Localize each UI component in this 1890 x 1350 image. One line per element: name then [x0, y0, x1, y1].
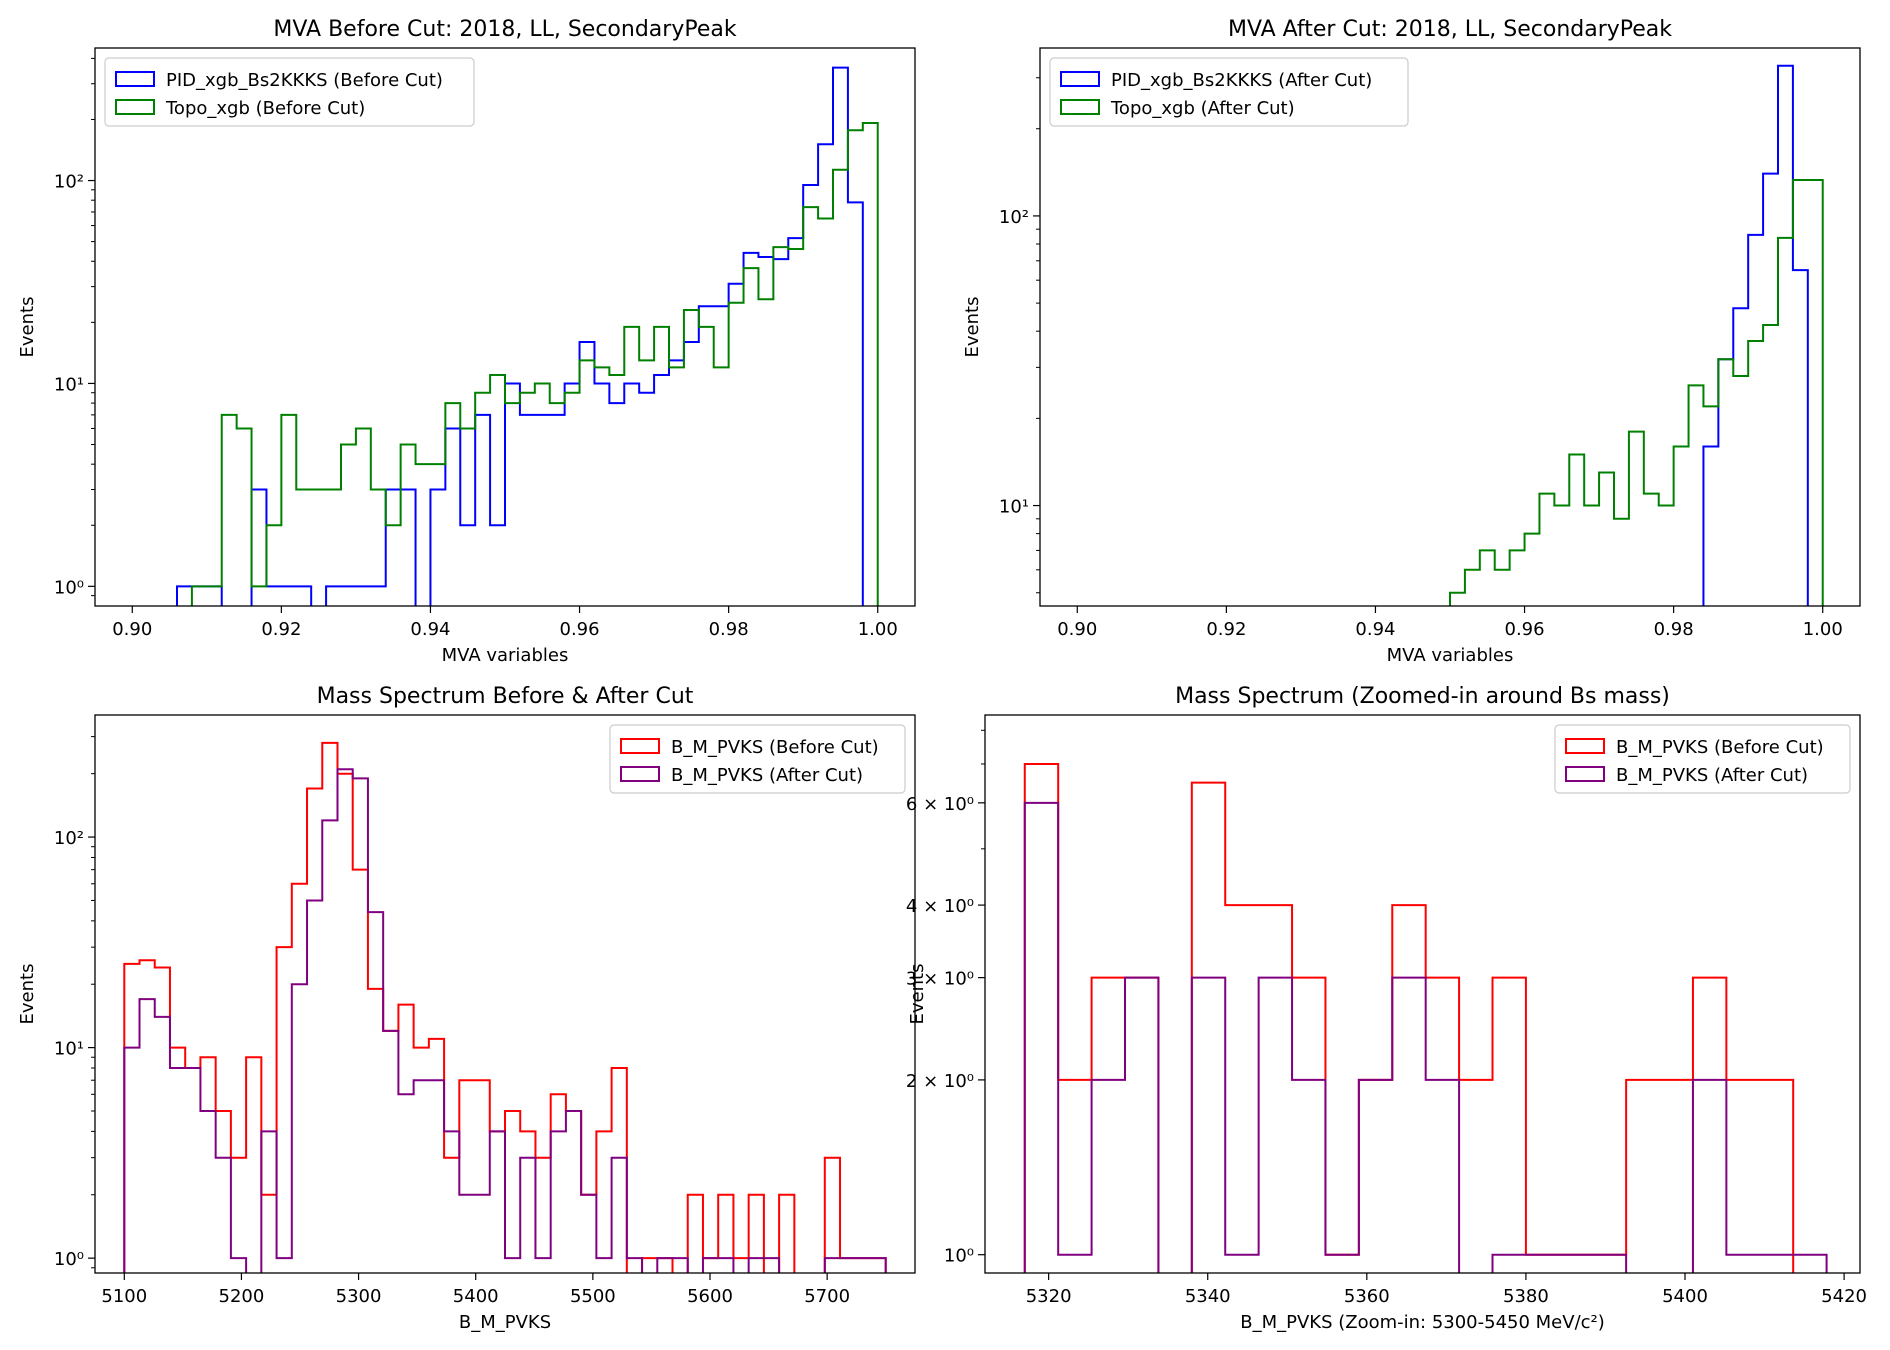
y-tick-label: 4 × 10⁰: [906, 896, 974, 917]
legend: B_M_PVKS (Before Cut) B_M_PVKS (After Cut…: [1554, 724, 1851, 794]
y-axis-label: Events: [17, 964, 38, 1025]
x-tick-label: 5320: [1026, 1286, 1072, 1307]
x-tick-label: 5700: [804, 1286, 850, 1307]
chart-panel-1: 0.90 0.92 0.94 0.96 0.98 1.00 10⁰ 10¹ 10² MVA Bef…: [17, 17, 916, 666]
x-tick-label: 0.92: [261, 619, 301, 640]
legend-swatch: [1060, 71, 1100, 87]
legend-entry-label: B_M_PVKS (Before Cut): [671, 737, 879, 758]
x-tick-label: 0.90: [112, 619, 152, 640]
legend-swatch: [620, 738, 660, 754]
chart-title: MVA Before Cut: 2018, LL, SecondaryPeak: [273, 17, 736, 42]
legend-entry-label: B_M_PVKS (Before Cut): [1616, 737, 1824, 758]
legend-swatch: [115, 71, 155, 87]
plot-frame: [984, 714, 1861, 1274]
y-tick-label: 10¹: [999, 497, 1029, 518]
histogram-series-2: [1023, 801, 1828, 1273]
x-tick-label: 5400: [453, 1286, 499, 1307]
y-tick-label: 10²: [999, 207, 1029, 228]
x-tick-label: 5200: [219, 1286, 265, 1307]
y-axis-label: Events: [17, 297, 38, 358]
legend-box: [1554, 724, 1851, 794]
chart-title: MVA After Cut: 2018, LL, SecondaryPeak: [1228, 17, 1672, 42]
x-axis-label: MVA variables: [442, 645, 569, 666]
x-tick-label: 5380: [1503, 1286, 1549, 1307]
legend-swatch: [1565, 766, 1605, 782]
chart-title: Mass Spectrum (Zoomed-in around Bs mass): [1175, 684, 1670, 709]
x-tick-label: 0.98: [709, 619, 749, 640]
x-tick-label: 5420: [1821, 1286, 1867, 1307]
x-tick-label: 5300: [336, 1286, 382, 1307]
y-tick-label: 10⁰: [54, 577, 84, 598]
plot-frame: [1039, 47, 1861, 607]
legend-entry-label: B_M_PVKS (After Cut): [671, 765, 863, 786]
chart-panel-4: 5320 5340 5360 5380 5400 5420 10⁰ 2 × 10⁰ 3 × 10…: [906, 684, 1867, 1333]
y-axis-label: Events: [907, 964, 928, 1025]
x-tick-label: 1.00: [1803, 619, 1843, 640]
x-tick-label: 0.94: [410, 619, 450, 640]
y-tick-label: 10¹: [54, 374, 84, 395]
legend-entry-label: Topo_xgb (Before Cut): [165, 98, 365, 119]
chart-title: Mass Spectrum Before & After Cut: [317, 684, 694, 709]
x-tick-label: 1.00: [858, 619, 898, 640]
legend-swatch: [1565, 738, 1605, 754]
y-axis-label: Events: [962, 297, 983, 358]
legend: B_M_PVKS (Before Cut) B_M_PVKS (After Cut…: [609, 724, 906, 794]
legend-swatch: [620, 766, 660, 782]
x-tick-label: 0.96: [560, 619, 600, 640]
x-tick-label: 0.92: [1206, 619, 1246, 640]
legend-swatch: [1060, 99, 1100, 115]
legend-box: [1049, 57, 1409, 127]
y-tick-label: 10²: [54, 172, 84, 193]
y-tick-label: 10⁰: [944, 1246, 974, 1267]
x-tick-label: 5360: [1344, 1286, 1390, 1307]
plot-frame: [94, 714, 916, 1274]
x-axis-label: B_M_PVKS (Zoom-in: 5300-5450 MeV/c²): [1240, 1312, 1605, 1333]
legend: PID_xgb_Bs2KKKS (After Cut) Topo_xgb (Aft…: [1049, 57, 1409, 127]
legend-entry-label: B_M_PVKS (After Cut): [1616, 765, 1808, 786]
x-tick-label: 5340: [1185, 1286, 1231, 1307]
histogram-series-2: [123, 768, 887, 1273]
legend-box: [104, 57, 475, 127]
x-tick-label: 5400: [1662, 1286, 1708, 1307]
y-tick-label: 3 × 10⁰: [906, 969, 974, 990]
histogram-series-2: [1449, 179, 1824, 606]
x-tick-label: 5100: [101, 1286, 147, 1307]
y-tick-label: 10⁰: [54, 1249, 84, 1270]
x-tick-label: 0.96: [1505, 619, 1545, 640]
x-tick-label: 5500: [570, 1286, 616, 1307]
plot-frame: [94, 47, 916, 607]
y-tick-label: 2 × 10⁰: [906, 1071, 974, 1092]
y-tick-label: 10²: [54, 828, 84, 849]
x-tick-label: 0.90: [1057, 619, 1097, 640]
x-tick-label: 0.94: [1355, 619, 1395, 640]
x-tick-label: 5600: [687, 1286, 733, 1307]
legend-swatch: [115, 99, 155, 115]
x-axis-label: B_M_PVKS: [459, 1312, 551, 1333]
histogram-series-2: [190, 122, 879, 606]
legend-entry-label: Topo_xgb (After Cut): [1110, 98, 1295, 119]
x-axis-label: MVA variables: [1387, 645, 1514, 666]
x-tick-label: 0.98: [1654, 619, 1694, 640]
legend-entry-label: PID_xgb_Bs2KKKS (After Cut): [1111, 70, 1372, 91]
chart-panel-3: 5100 5200 5300 5400 5500 5600 5700 10⁰ 10¹ 10² Mas…: [17, 684, 916, 1333]
chart-panel-2: 0.90 0.92 0.94 0.96 0.98 1.00 10¹ 10² MVA After …: [962, 17, 1861, 666]
y-tick-label: 10¹: [54, 1039, 84, 1060]
legend-box: [609, 724, 906, 794]
histogram-series-1: [1702, 64, 1809, 606]
legend: PID_xgb_Bs2KKKS (Before Cut) Topo_xgb (Be…: [104, 57, 475, 127]
legend-entry-label: PID_xgb_Bs2KKKS (Before Cut): [166, 70, 443, 91]
y-tick-label: 6 × 10⁰: [906, 794, 974, 815]
